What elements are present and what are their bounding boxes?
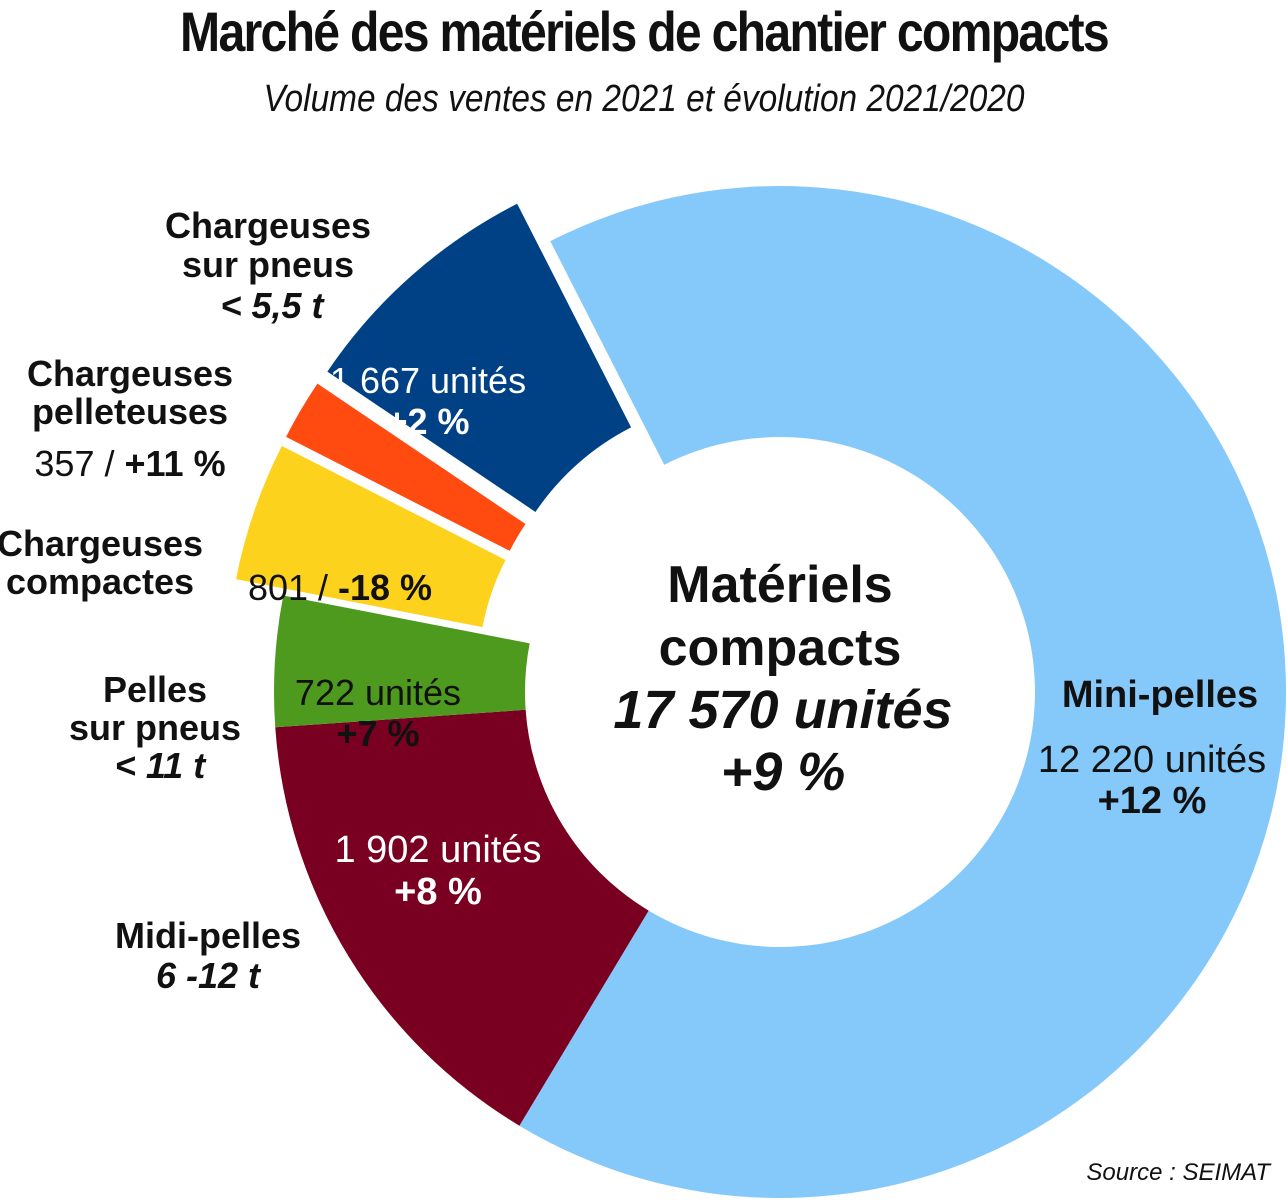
label-mini-pelles-value: 12 220 unités (1038, 739, 1266, 781)
source-note: Source : SEIMAT (1086, 1159, 1270, 1186)
label-pelleteuses-name2: pelleteuses (32, 391, 228, 432)
label-pelleteuses-change: +11 % (124, 443, 225, 484)
center-total-units: 17 570 unités (613, 680, 952, 740)
label-compactes-change: -18 % (338, 567, 432, 608)
label-compactes-name2: compactes (6, 561, 194, 602)
chart-title: Marché des matériels de chantier compact… (180, 0, 1110, 63)
label-chargeuses-pneus-change: +2 % (386, 401, 469, 442)
label-mini-pelles-change: +12 % (1098, 780, 1207, 822)
label-chargeuses-pneus-value: 1 667 unités (330, 360, 526, 401)
donut-slices (236, 186, 1286, 1199)
label-compactes-units: 801 / (248, 567, 338, 608)
label-compactes-value: 801 / -18 % (248, 567, 432, 608)
slice-chargeuses-sur-pneus (327, 203, 632, 512)
label-pelles-pneus-name2: sur pneus (69, 707, 241, 748)
center-total-change: +9 % (721, 742, 846, 802)
label-compactes-name1: Chargeuses (0, 523, 203, 564)
label-chargeuses-pneus-qualifier: < 5,5 t (220, 285, 325, 326)
slice-pelles-sur-pneus (274, 595, 530, 728)
chart-subtitle: Volume des ventes en 2021 et évolution 2… (263, 78, 1025, 120)
label-pelleteuses-value: 357 / +11 % (34, 443, 225, 484)
slice-chargeuses-compactes (236, 446, 506, 628)
label-midi-pelles-change: +8 % (394, 871, 482, 913)
label-pelles-pneus-change: +7 % (336, 713, 419, 754)
label-midi-pelles-qualifier: 6 -12 t (156, 955, 262, 996)
label-pelles-pneus-value: 722 unités (295, 672, 461, 713)
label-pelles-pneus-name1: Pelles (103, 669, 207, 710)
label-midi-pelles-name: Midi-pelles (115, 915, 301, 956)
center-label-line1: Matériels (667, 556, 892, 614)
label-pelleteuses-name1: Chargeuses (27, 353, 233, 394)
label-chargeuses-pneus-name1: Chargeuses (165, 205, 371, 246)
slice-mini-pelles (519, 186, 1286, 1199)
label-mini-pelles-name: Mini-pelles (1062, 674, 1258, 716)
label-midi-pelles-value: 1 902 unités (334, 829, 541, 871)
slice-midi-pelles (275, 709, 649, 1126)
label-pelleteuses-units: 357 / (34, 443, 124, 484)
slice-chargeuses-pelleteuses (286, 383, 526, 551)
center-label-line2: compacts (659, 619, 902, 677)
label-pelles-pneus-qualifier: < 11 t (115, 745, 207, 786)
label-chargeuses-pneus-name2: sur pneus (182, 244, 354, 285)
